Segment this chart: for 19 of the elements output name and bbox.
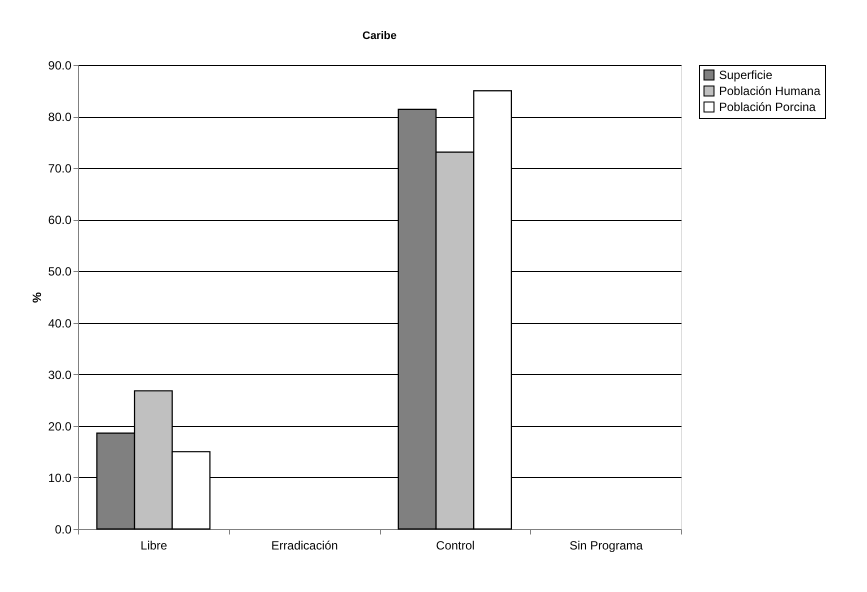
y-axis-title: % [30,292,44,303]
y-tick-label: 0.0 [54,522,72,536]
x-tick-label: Erradicación [271,538,338,552]
y-tick-label: 30.0 [48,368,72,382]
y-tick-label: 90.0 [48,58,72,72]
legend-label: Superficie [719,68,773,82]
chart-title: Caribe [362,30,397,42]
y-tick-label: 10.0 [48,470,72,485]
x-tick-label: Libre [140,538,168,552]
y-tick-label: 60.0 [48,213,72,228]
x-tick-label: Sin Programa [569,538,644,552]
legend-label: Población Humana [719,84,821,98]
x-tick-label: Control [436,538,475,552]
y-tick-label: 50.0 [48,264,72,279]
y-tick-label: 70.0 [48,162,72,176]
y-tick-label: 20.0 [48,419,72,434]
y-tick-label: 40.0 [48,316,72,330]
legend-label: Población Porcina [719,100,816,114]
y-tick-label: 80.0 [48,110,72,124]
